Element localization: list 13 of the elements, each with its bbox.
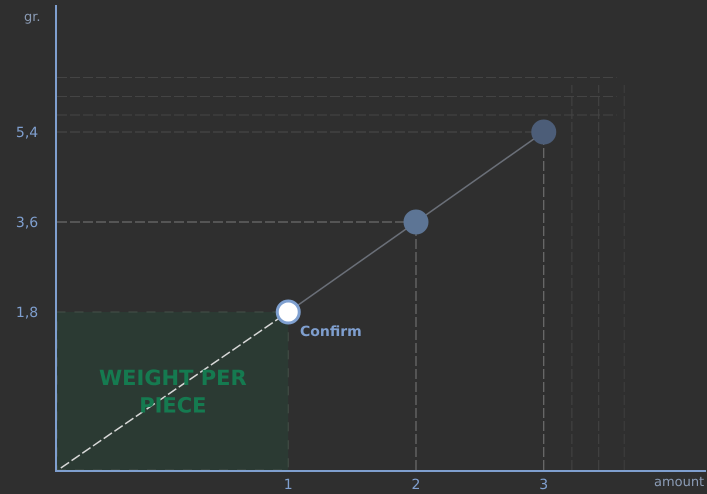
y-tick-label: 1,8: [16, 304, 38, 321]
band-label: WEIGHT PER PIECE: [99, 366, 247, 418]
point: [276, 300, 301, 324]
annotation: Confirm: [300, 324, 362, 340]
x-tick-label: 2: [412, 476, 420, 493]
y-axis-title: gr.: [24, 10, 41, 25]
x-axis-title: amount: [654, 475, 704, 490]
x-tick-label: 3: [539, 476, 548, 493]
point: [404, 210, 428, 234]
y-tick-label: 5,4: [16, 124, 38, 141]
point: [531, 120, 556, 144]
y-tick-label: 3,6: [16, 214, 38, 231]
x-tick-label: 1: [284, 476, 293, 493]
